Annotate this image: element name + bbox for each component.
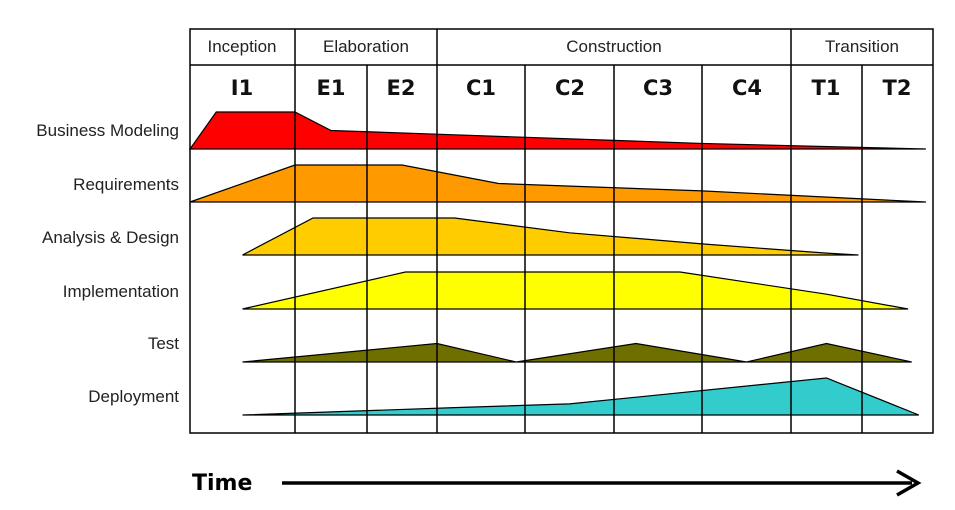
phase-label-inception: Inception [208,37,277,56]
grid-lines [189,28,934,434]
discipline-label-deployment: Deployment [88,387,179,406]
iteration-label-e1: E1 [317,76,346,100]
time-arrow-head [896,469,922,497]
iteration-label-c2: C2 [555,76,585,100]
time-label: Time [192,471,252,496]
discipline-label-test: Test [148,334,179,353]
chart-frame [189,28,934,434]
iteration-label-t1: T1 [812,76,841,100]
iteration-header-row: I1 E1 E2 C1 C2 C3 C4 T1 T2 [231,76,912,100]
hump-test [242,342,912,363]
discipline-label-business-modeling: Business Modeling [36,121,179,140]
hump-deployment [242,377,920,416]
iteration-label-i1: I1 [231,76,253,100]
phase-label-elaboration: Elaboration [323,37,409,56]
iteration-label-e2: E2 [387,76,416,100]
discipline-label-analysis-design: Analysis & Design [42,228,179,247]
phase-label-transition: Transition [825,37,899,56]
iteration-label-t2: T2 [883,76,912,100]
iteration-label-c4: C4 [732,76,762,100]
iteration-label-c3: C3 [643,76,673,100]
hump-analysis-design [242,217,859,256]
iteration-label-c1: C1 [466,76,496,100]
phase-label-construction: Construction [566,37,661,56]
discipline-label-implementation: Implementation [63,282,179,301]
hump-business-modeling [188,111,926,150]
hump-implementation [242,271,909,310]
time-axis: Time [192,469,922,497]
phase-header-row: Inception Elaboration Construction Trans… [208,37,900,56]
discipline-label-column: Business Modeling Requirements Analysis … [36,121,179,406]
discipline-label-requirements: Requirements [73,175,179,194]
